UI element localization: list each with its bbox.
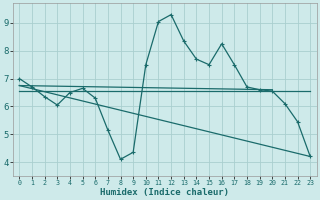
X-axis label: Humidex (Indice chaleur): Humidex (Indice chaleur) (100, 188, 229, 197)
